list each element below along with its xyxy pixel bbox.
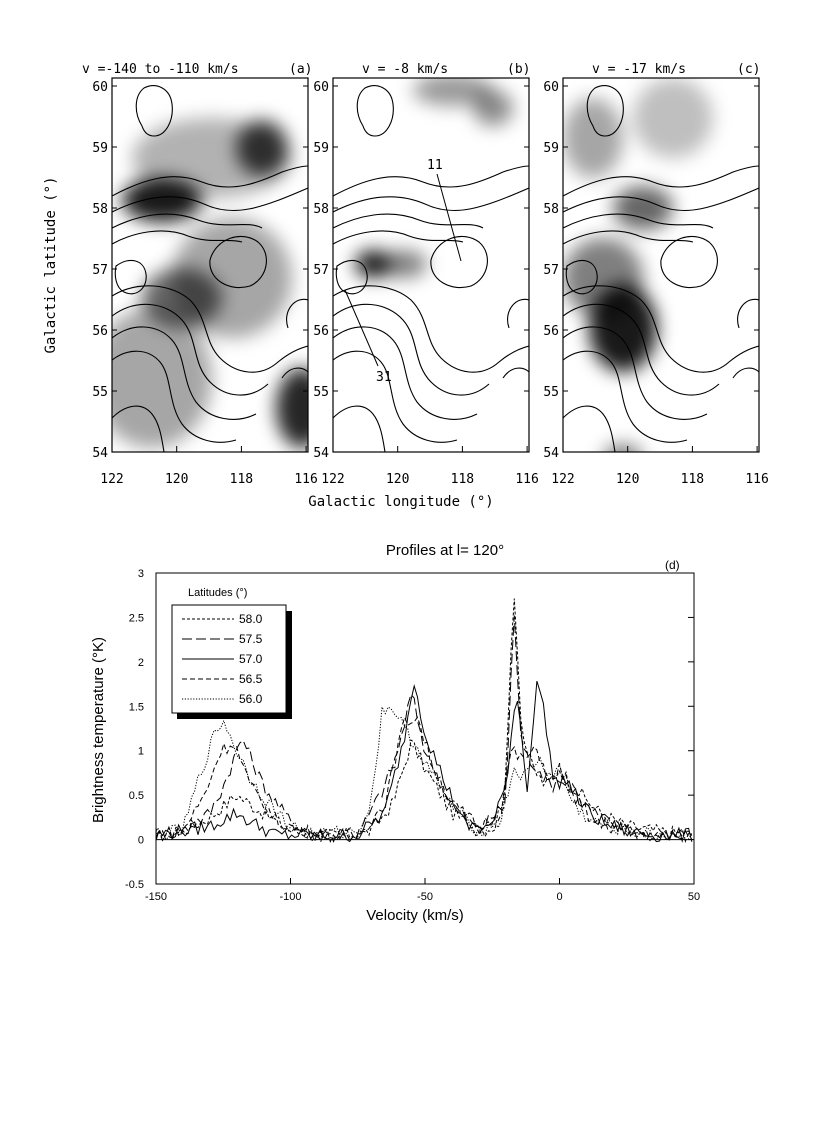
map-border — [562, 77, 760, 453]
map-emission-blob — [604, 444, 642, 452]
lon-tick-label: 116 — [745, 472, 768, 487]
label-11: 11 — [427, 158, 443, 173]
map-emission-blob — [112, 308, 212, 448]
lat-tick-label: 55 — [313, 385, 329, 400]
panel-a-tag: (a) — [289, 62, 312, 77]
profile-tag: (d) — [665, 558, 680, 572]
lat-tick-label: 55 — [92, 385, 108, 400]
panel-b-tag: (b) — [507, 62, 530, 77]
profile-chart: Profiles at l= 120° (d) Velocity (km/s) Bri… — [90, 542, 700, 924]
lat-tick-label: 54 — [92, 446, 108, 461]
map-emission-blob — [172, 218, 292, 338]
series-line-56.5 — [156, 715, 693, 844]
legend-label: 56.0 — [239, 692, 263, 706]
label-11-leader — [436, 173, 462, 262]
lat-tick-label: 55 — [543, 385, 559, 400]
series-line-57.0 — [156, 680, 693, 843]
lat-tick-label: 60 — [543, 80, 559, 95]
label-31: 31 — [376, 370, 392, 385]
x-tick-label: -150 — [145, 891, 167, 903]
map-emission-blob — [563, 238, 643, 318]
y-tick-label: 0 — [138, 835, 144, 847]
legend-title: Latitudes (°) — [188, 587, 247, 599]
map-emission-blob — [132, 118, 292, 198]
lat-tick-label: 54 — [313, 446, 329, 461]
maps-ylabel: Galactic latitude (°) — [43, 176, 59, 353]
lat-tick-label: 58 — [92, 202, 108, 217]
x-tick-label: -100 — [279, 891, 301, 903]
x-tick-label: -50 — [417, 891, 433, 903]
series-line-56.0 — [156, 705, 693, 842]
lat-tick-label: 60 — [313, 80, 329, 95]
map-emission-blob — [413, 78, 493, 106]
lat-tick-label: 59 — [313, 141, 329, 156]
profile-series — [156, 598, 693, 844]
map-border — [111, 77, 309, 453]
y-tick-label: 1.5 — [129, 701, 144, 713]
y-tick-label: 2.5 — [129, 612, 144, 624]
x-tick-label: 50 — [688, 891, 700, 903]
lat-tick-label: 54 — [543, 446, 559, 461]
lon-tick-label: 116 — [294, 472, 317, 487]
lat-tick-label: 56 — [543, 324, 559, 339]
map-emission-blob — [633, 78, 713, 158]
lon-tick-label: 116 — [515, 472, 538, 487]
y-tick-label: 2 — [138, 657, 144, 669]
map-emission-blob — [473, 90, 513, 126]
lon-tick-label: 118 — [230, 472, 253, 487]
y-tick-label: 1 — [138, 746, 144, 758]
y-tick-label: 0.5 — [129, 790, 144, 802]
profile-title: Profiles at l= 120° — [386, 542, 504, 559]
maps-xlabel: Galactic longitude (°) — [308, 494, 493, 510]
y-tick-label: -0.5 — [125, 879, 144, 891]
map-panel-b: 60 59 58 57 56 55 54 122 120 118 116 — [313, 77, 539, 487]
legend-label: 57.0 — [239, 652, 263, 666]
lat-tick-label: 58 — [313, 202, 329, 217]
lat-tick-label: 60 — [92, 80, 108, 95]
profile-ylabel: Brightness temperature (°K) — [90, 637, 107, 823]
lon-tick-label: 122 — [100, 472, 123, 487]
panel-b-title: v = -8 km/s — [362, 62, 448, 77]
legend-label: 57.5 — [239, 632, 263, 646]
lat-tick-label: 56 — [313, 324, 329, 339]
lon-tick-label: 120 — [386, 472, 409, 487]
lon-tick-label: 118 — [451, 472, 474, 487]
map-greyscale — [563, 78, 759, 452]
lat-tick-label: 59 — [543, 141, 559, 156]
series-line-57.5 — [156, 615, 693, 843]
panel-a-title: v =-140 to -110 km/s — [82, 62, 239, 77]
map-greyscale — [112, 85, 308, 452]
legend-label: 56.5 — [239, 672, 263, 686]
map-emission-blob — [355, 250, 391, 278]
panel-c-title: v = -17 km/s — [592, 62, 686, 77]
map-panel-a: 60 59 58 57 56 55 54 122 120 118 116 — [92, 77, 318, 487]
lon-tick-label: 120 — [616, 472, 639, 487]
lat-tick-label: 58 — [543, 202, 559, 217]
panel-c-tag: (c) — [737, 62, 760, 77]
channel-maps: 60 59 58 57 56 55 54 122 120 118 116 60 59 58 57 56 55 54… — [92, 77, 769, 487]
y-tick-label: 3 — [138, 568, 144, 580]
lat-tick-label: 59 — [92, 141, 108, 156]
map-greyscale — [333, 78, 529, 452]
map-border — [332, 77, 530, 453]
lat-tick-label: 57 — [92, 263, 108, 278]
map-emission-blob — [276, 368, 308, 448]
lat-tick-label: 57 — [543, 263, 559, 278]
lon-tick-label: 122 — [551, 472, 574, 487]
label-31-leader — [344, 289, 379, 367]
lon-tick-label: 122 — [321, 472, 344, 487]
map-emission-blob — [563, 98, 623, 178]
map-emission-blob — [379, 250, 427, 278]
legend-label: 58.0 — [239, 612, 263, 626]
lon-tick-label: 118 — [681, 472, 704, 487]
lat-tick-label: 57 — [313, 263, 329, 278]
lon-tick-label: 120 — [165, 472, 188, 487]
profile-xlabel: Velocity (km/s) — [366, 907, 464, 924]
map-panel-c: 60 59 58 57 56 55 54 122 120 118 116 — [543, 77, 769, 487]
x-tick-label: 0 — [556, 891, 562, 903]
legend: 58.0 57.5 57.0 56.5 56.0 — [171, 604, 292, 719]
lat-tick-label: 56 — [92, 324, 108, 339]
